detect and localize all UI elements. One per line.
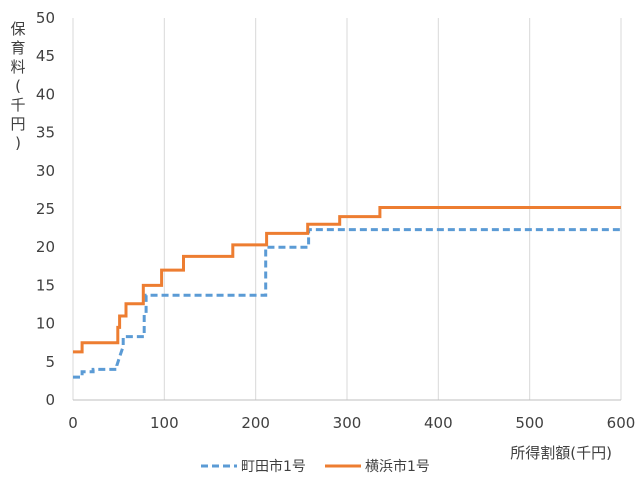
x-tick-label: 100	[150, 414, 179, 432]
y-tick-label: 35	[36, 124, 55, 142]
y-tick-label: 45	[36, 47, 55, 65]
y-tick-label: 40	[36, 85, 55, 103]
x-axis-label: 所得割額(千円)	[510, 444, 612, 462]
y-tick-labels: 0 5 10 15 20 25 30 35 40 45 50	[36, 9, 55, 409]
y-axis-label: 保育料(千円)	[10, 20, 25, 152]
x-tick-label: 200	[241, 414, 270, 432]
series-lines	[73, 206, 621, 379]
series-line-1	[73, 228, 621, 379]
y-tick-label: 30	[36, 162, 55, 180]
y-tick-label: 25	[36, 200, 55, 218]
legend-label: 横浜市1号	[365, 458, 430, 475]
y-tick-label: 50	[36, 9, 55, 27]
x-tick-label: 400	[424, 414, 453, 432]
legend: 町田市1号 横浜市1号	[201, 458, 430, 475]
x-tick-labels: 0 100 200 300 400 500 600	[68, 414, 635, 432]
y-tick-label: 20	[36, 238, 55, 256]
y-tick-label: 0	[45, 391, 55, 409]
y-tick-label: 5	[45, 353, 55, 371]
x-tick-label: 600	[607, 414, 636, 432]
legend-label: 町田市1号	[241, 458, 306, 475]
series-line-2	[73, 206, 621, 354]
x-tick-label: 300	[333, 414, 362, 432]
y-tick-label: 15	[36, 276, 55, 294]
x-tick-label: 500	[515, 414, 544, 432]
x-tick-label: 0	[68, 414, 78, 432]
y-tick-label: 10	[36, 315, 55, 333]
